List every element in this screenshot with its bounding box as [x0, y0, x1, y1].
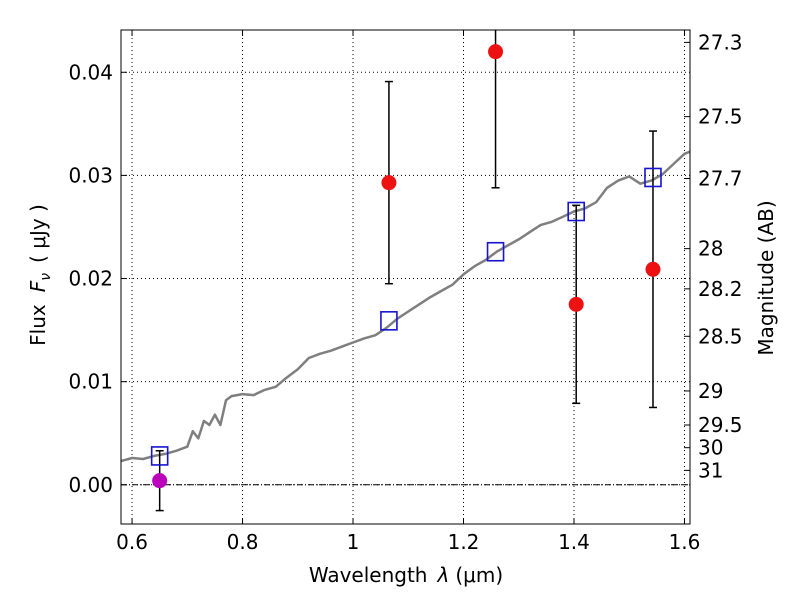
x-tick-label: 1	[347, 530, 360, 554]
y2-tick-label: 29	[698, 379, 723, 403]
synthetic-point	[644, 167, 662, 188]
y-axis-label-prefix: Flux	[26, 304, 50, 346]
model-spectrum	[120, 150, 691, 463]
observed-point	[568, 296, 584, 312]
y2-tick-label: 28	[698, 237, 723, 261]
y-axis-unit: ( μJy )	[26, 204, 50, 263]
y2-tick-label: 27.7	[698, 167, 743, 191]
x-axis-symbol: λ	[437, 563, 450, 587]
observed-point	[152, 473, 168, 489]
y-tick-label: 0.01	[68, 370, 113, 394]
synthetic-point	[486, 241, 505, 262]
y2-axis-label: Magnitude (AB)	[754, 200, 778, 355]
y-tick-label: 0.02	[68, 267, 113, 291]
y-axis-label: Flux Fν ( μJy )	[26, 204, 54, 346]
y2-tick-label: 27.5	[698, 105, 743, 129]
y2-tick-label: 28.2	[698, 277, 743, 301]
synthetic-point	[567, 201, 586, 222]
x-tick-label: 1.4	[558, 530, 590, 554]
y-tick-label: 0.00	[68, 473, 113, 497]
y-axis-symbol: F	[26, 280, 50, 292]
x-axis-unit: (μm)	[455, 563, 503, 587]
observed-point	[381, 175, 397, 191]
error-bars	[155, 30, 657, 512]
synthetic-point	[380, 311, 398, 331]
model-spectrum-line	[120, 150, 691, 463]
x-tick-label: 1.2	[448, 530, 480, 554]
x-tick-label: 0.6	[116, 530, 148, 554]
y2-tick-label: 28.5	[698, 324, 743, 348]
observed-point	[645, 261, 661, 277]
y-tick-label: 0.03	[68, 163, 113, 187]
plot-frame	[120, 29, 691, 525]
axis-ticks: 0.6 0.8 1 1.2 1.4 1.6 0.00 0.01 0.02 0.03 0.04 27.3…	[68, 30, 743, 554]
x-axis-label: Wavelength λ (μm)	[309, 563, 503, 587]
synthetic-photometry	[150, 167, 662, 466]
synthetic-point	[150, 446, 169, 466]
x-tick-label: 1.6	[669, 530, 701, 554]
x-axis-label-prefix: Wavelength	[309, 563, 428, 587]
x-tick-label: 0.8	[227, 530, 259, 554]
observed-photometry	[152, 44, 661, 489]
y2-tick-label: 27.3	[698, 30, 743, 54]
y2-tick-label: 29.5	[698, 413, 743, 437]
y2-tick-label: 30	[698, 436, 723, 460]
observed-point	[488, 44, 504, 60]
y2-tick-label: 31	[698, 458, 723, 482]
grid	[121, 30, 690, 524]
y-axis-symbol-subscript: ν	[38, 273, 54, 281]
y-tick-label: 0.04	[68, 60, 113, 84]
